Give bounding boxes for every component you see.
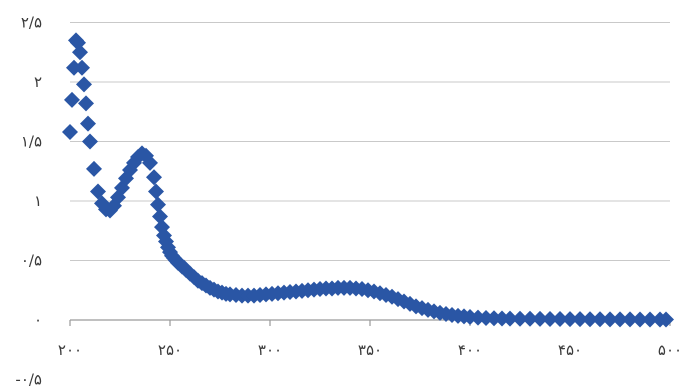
- data-points: [62, 32, 674, 328]
- y-tick-label: ۲: [34, 73, 42, 91]
- data-point: [612, 311, 628, 328]
- data-point: [72, 44, 88, 61]
- x-tick-label: ۳۵۰: [358, 341, 382, 359]
- data-point: [152, 208, 168, 225]
- data-point: [74, 59, 90, 76]
- y-tick-label: ۰/۵: [21, 252, 42, 270]
- data-point: [632, 311, 648, 328]
- x-axis-tick-labels: ۲۰۰ ۲۵۰ ۳۰۰ ۳۵۰ ۴۰۰ ۴۵۰ ۵۰۰: [58, 341, 682, 359]
- data-point: [80, 115, 96, 132]
- gridlines: [70, 22, 670, 261]
- data-point: [142, 154, 158, 171]
- data-point: [146, 169, 162, 186]
- y-tick-label: ۱/۵: [21, 133, 42, 151]
- data-point: [502, 310, 518, 327]
- data-point: [642, 311, 658, 328]
- data-point: [658, 311, 674, 328]
- data-point: [86, 160, 102, 177]
- x-tick-label: ۵۰۰: [658, 341, 682, 359]
- data-point: [150, 196, 166, 213]
- x-tick-label: ۲۰۰: [58, 341, 82, 359]
- data-point: [148, 183, 164, 200]
- y-axis-tick-labels: -۰/۵ ۰ ۰/۵ ۱ ۱/۵ ۲ ۲/۵: [15, 14, 42, 387]
- x-tick-label: ۴۵۰: [558, 341, 582, 359]
- data-point: [64, 91, 80, 108]
- data-point: [602, 311, 618, 328]
- data-point: [572, 311, 588, 328]
- data-point: [592, 311, 608, 328]
- data-point: [622, 311, 638, 328]
- y-tick-label: -۰/۵: [15, 371, 42, 387]
- data-point: [542, 311, 558, 328]
- data-point: [62, 123, 78, 140]
- data-point: [562, 311, 578, 328]
- x-tick-label: ۴۰۰: [458, 341, 482, 359]
- y-tick-label: ۰: [34, 311, 42, 329]
- data-point: [532, 310, 548, 327]
- y-tick-label: ۲/۵: [21, 14, 42, 32]
- data-point: [512, 310, 528, 327]
- x-tick-label: ۳۰۰: [258, 341, 282, 359]
- data-point: [76, 76, 92, 93]
- data-point: [78, 95, 94, 112]
- data-point: [582, 311, 598, 328]
- data-point: [552, 311, 568, 328]
- data-point: [522, 310, 538, 327]
- x-tick-label: ۲۵۰: [158, 341, 182, 359]
- data-point: [82, 133, 98, 150]
- y-tick-label: ۱: [34, 192, 42, 210]
